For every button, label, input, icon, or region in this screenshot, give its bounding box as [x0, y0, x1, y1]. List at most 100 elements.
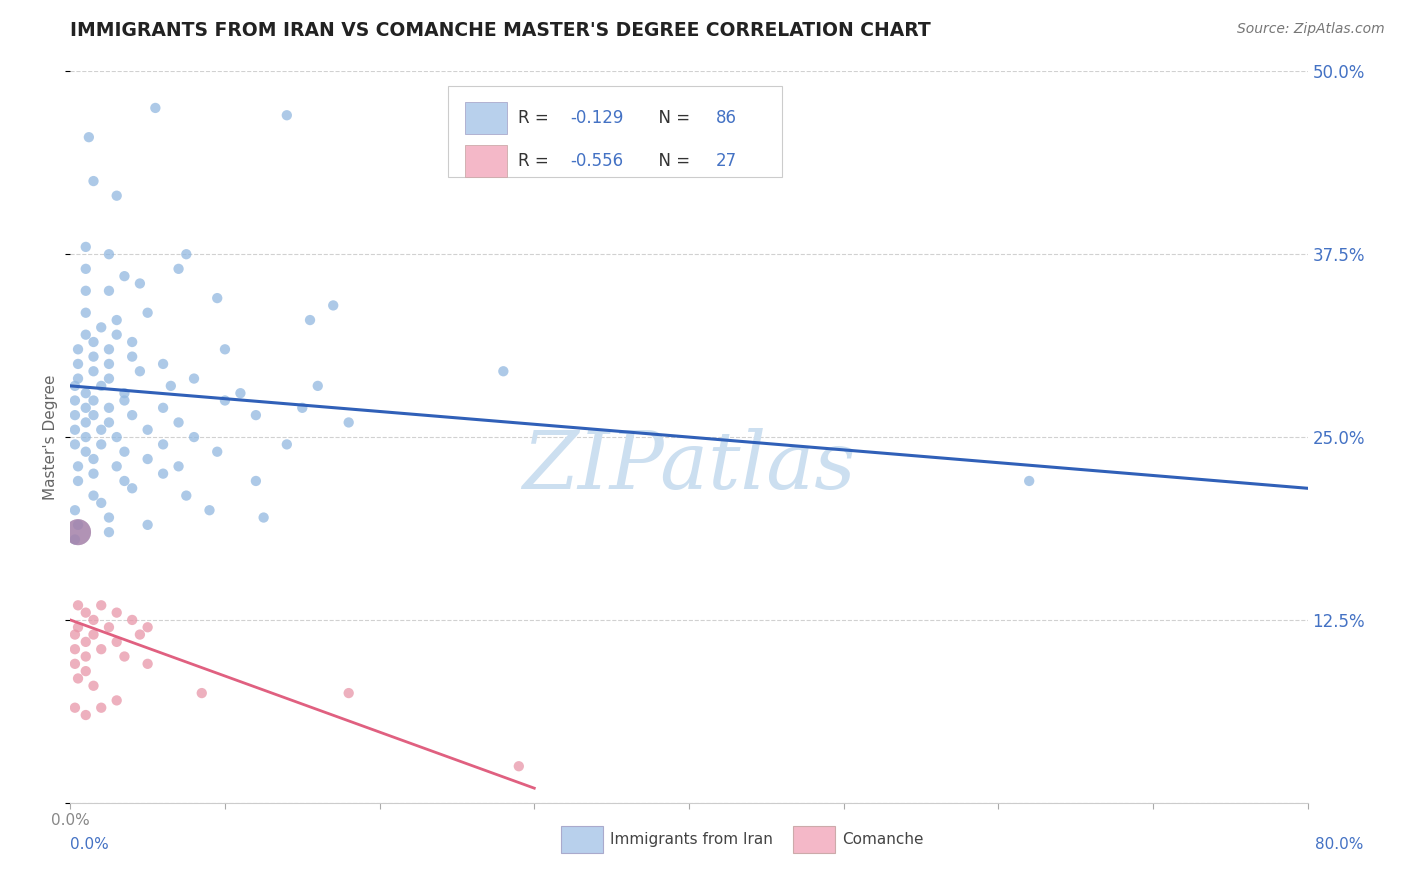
Point [82, 364, 105, 378]
Text: 27: 27 [716, 152, 737, 169]
Point [90, 320, 112, 334]
Point [67, 459, 90, 474]
Point [152, 401, 174, 415]
Point [98, 284, 120, 298]
Point [75, 635, 97, 649]
Point [67, 620, 90, 634]
Point [245, 474, 267, 488]
Point [75, 327, 97, 342]
Point [253, 510, 276, 524]
Point [67, 672, 90, 686]
Point [152, 437, 174, 451]
Point [98, 416, 120, 430]
Point [82, 627, 105, 641]
Point [63, 627, 86, 641]
Point [167, 261, 190, 276]
Point [63, 533, 86, 547]
Point [82, 393, 105, 408]
Point [129, 277, 152, 291]
Point [82, 334, 105, 349]
Point [105, 693, 128, 707]
Point [114, 649, 135, 664]
Point [82, 613, 105, 627]
Point [67, 525, 90, 540]
Point [114, 444, 135, 458]
FancyBboxPatch shape [447, 86, 782, 178]
Point [337, 416, 360, 430]
Point [82, 452, 105, 467]
Point [198, 503, 221, 517]
Point [63, 700, 86, 714]
Point [105, 606, 128, 620]
Point [98, 525, 120, 540]
Point [114, 393, 135, 408]
Point [136, 517, 159, 532]
Point [299, 313, 322, 327]
Point [183, 430, 205, 444]
Point [67, 517, 90, 532]
Text: -0.129: -0.129 [571, 109, 623, 128]
Point [75, 649, 97, 664]
Text: R =: R = [519, 109, 554, 128]
Point [152, 467, 174, 481]
Point [75, 240, 97, 254]
Text: 0.0%: 0.0% [70, 837, 110, 852]
Point [75, 664, 97, 678]
FancyBboxPatch shape [465, 145, 508, 177]
Point [105, 430, 128, 444]
Point [121, 350, 143, 364]
Point [121, 408, 143, 422]
FancyBboxPatch shape [465, 102, 508, 135]
Point [75, 401, 97, 415]
Point [207, 291, 229, 305]
Point [82, 467, 105, 481]
Point [98, 510, 120, 524]
Point [75, 444, 97, 458]
Point [114, 386, 135, 401]
Point [75, 261, 97, 276]
Point [276, 108, 298, 122]
Point [152, 357, 174, 371]
Point [63, 423, 86, 437]
Point [67, 599, 90, 613]
Point [67, 525, 90, 540]
Point [136, 452, 159, 467]
Point [136, 423, 159, 437]
Point [63, 393, 86, 408]
Point [67, 474, 90, 488]
Point [90, 700, 112, 714]
Point [82, 350, 105, 364]
Text: Immigrants from Iran: Immigrants from Iran [610, 832, 773, 847]
Point [67, 357, 90, 371]
Text: 80.0%: 80.0% [1315, 837, 1362, 852]
Point [176, 489, 198, 503]
Point [75, 386, 97, 401]
Point [77, 130, 100, 145]
Point [67, 343, 90, 357]
Point [105, 188, 128, 202]
Point [90, 496, 112, 510]
Point [90, 379, 112, 393]
Point [207, 444, 229, 458]
Point [63, 437, 86, 451]
Point [82, 174, 105, 188]
Point [63, 657, 86, 671]
Point [114, 269, 135, 284]
Text: ZIPatlas: ZIPatlas [522, 427, 856, 505]
Point [105, 327, 128, 342]
Point [98, 247, 120, 261]
Point [245, 408, 267, 422]
Point [82, 408, 105, 422]
Point [129, 627, 152, 641]
Text: Comanche: Comanche [842, 832, 924, 847]
Y-axis label: Master's Degree: Master's Degree [44, 375, 59, 500]
Point [67, 525, 90, 540]
Text: R =: R = [519, 152, 554, 169]
Point [75, 306, 97, 320]
Point [75, 606, 97, 620]
Point [136, 306, 159, 320]
Point [121, 334, 143, 349]
Point [63, 503, 86, 517]
Point [90, 642, 112, 657]
Point [1018, 474, 1040, 488]
